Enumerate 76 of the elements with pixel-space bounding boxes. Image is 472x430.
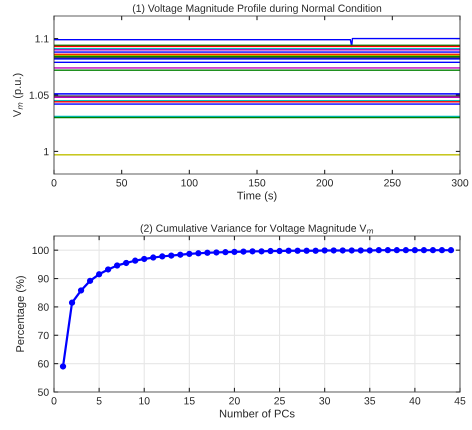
point [366,247,373,254]
point [285,248,292,254]
y-tick-label: 60 [38,360,49,368]
y-tick-label: 1 [44,148,49,156]
point [195,250,202,256]
x-tick-label: 50 [116,179,128,187]
point [303,248,310,254]
point [132,258,138,264]
point [430,247,436,254]
x-axis-title: Time (s) [237,191,276,202]
point [340,247,346,254]
x-tick-label: 30 [319,397,330,405]
point [222,249,229,256]
x-tick-label: 10 [139,397,150,405]
point [384,247,391,254]
chart-title: (2) Cumulative Variance for Voltage Magnitude V$_{m}$ [140,224,374,234]
y-axis-title: Percentage (%) [16,276,26,352]
point [276,248,283,254]
x-tick-label: 20 [229,397,240,405]
x-tick-label: 200 [316,179,333,187]
y-tick-label: 80 [38,303,49,311]
point [123,260,130,266]
x-tick-label: 40 [409,397,420,405]
point [186,250,192,257]
point [330,247,337,254]
point [96,271,102,278]
point [402,247,409,254]
point [159,253,166,260]
point [114,262,120,269]
point [249,248,256,254]
point [60,363,66,370]
point [204,250,211,256]
point [213,249,220,256]
point [294,248,301,254]
x-tick-label: 5 [96,397,102,405]
point [105,266,112,273]
point [394,247,400,254]
point [168,252,174,259]
point [240,248,247,255]
x-tick-label: 45 [454,397,466,405]
y-tick-label: 70 [38,332,49,340]
chart-title: (1) Voltage Magnitude Profile during Normal Condition [132,4,382,14]
x-tick-label: 0 [52,397,56,405]
point [448,247,454,254]
y-tick-label: 90 [38,275,49,282]
y-tick-label: 100 [32,246,49,254]
y-tick-label: 50 [38,388,49,396]
point [141,256,148,262]
x-tick-label: 300 [452,179,468,187]
y-axis-title: V$_{m}$ (p.u.) [12,73,24,118]
point [412,247,418,254]
point [322,247,328,254]
point [267,248,274,254]
point [231,248,238,256]
x-tick-label: 150 [249,179,266,187]
x-tick-label: 0 [52,179,56,187]
point [68,300,76,306]
point [86,278,94,284]
x-tick-label: 25 [274,397,285,405]
point [177,252,184,258]
point [150,254,156,261]
point [376,247,382,254]
point [438,247,446,254]
x-tick-label: 15 [184,397,195,405]
point [312,248,319,254]
x-tick-label: 250 [384,179,401,187]
point [348,247,355,254]
x-tick-label: 35 [364,397,376,405]
x-tick-label: 100 [181,179,198,187]
x-axis-title: Number of PCs [220,409,295,418]
point [78,287,84,294]
y-tick-label: 1.1 [35,35,49,42]
point [258,248,265,254]
y-tick-label: 1.05 [30,92,49,99]
point [358,247,364,254]
point [420,247,428,254]
